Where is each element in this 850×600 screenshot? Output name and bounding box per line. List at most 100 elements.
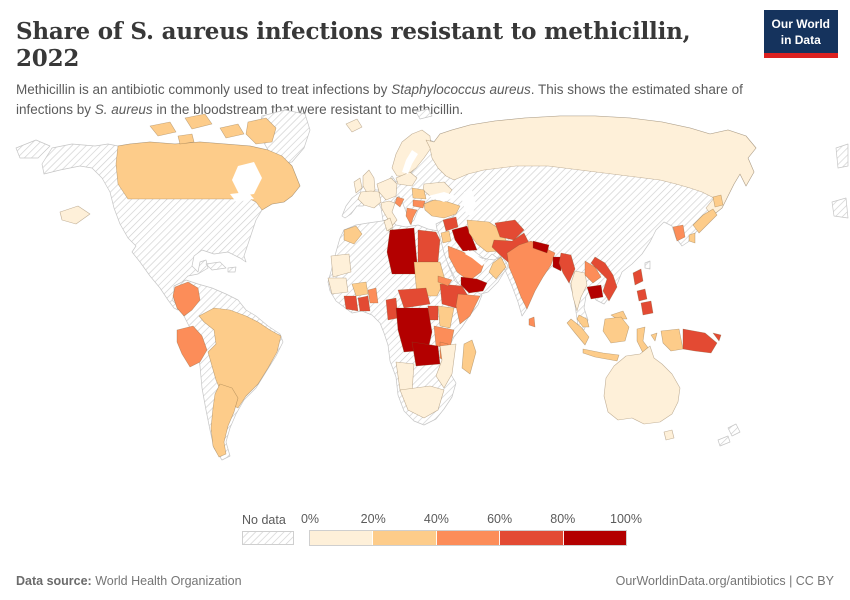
country-canada-baffin[interactable]: [245, 117, 277, 145]
country-canada-island-1[interactable]: [149, 121, 177, 137]
country-yemen[interactable]: [460, 276, 488, 294]
country-cambodia[interactable]: [586, 284, 604, 300]
country-peru[interactable]: [176, 325, 208, 368]
country-libya[interactable]: [386, 227, 419, 275]
country-bangladesh[interactable]: [552, 256, 562, 272]
country-iceland[interactable]: [345, 118, 363, 133]
country-russia-wrap-west[interactable]: [59, 205, 91, 225]
country-south-africa[interactable]: [399, 385, 445, 419]
country-sri-lanka[interactable]: [528, 316, 536, 328]
country-laos[interactable]: [584, 260, 602, 284]
legend-no-data-label: No data: [242, 513, 286, 527]
country-papua-new-guinea[interactable]: [682, 328, 718, 354]
country-india[interactable]: [506, 240, 556, 310]
country-syria[interactable]: [442, 216, 459, 232]
country-australia[interactable]: [603, 345, 681, 425]
country-somalia[interactable]: [455, 293, 481, 325]
country-new-zealand-north[interactable]: [727, 423, 741, 437]
country-russia[interactable]: [425, 115, 757, 217]
footer-license[interactable]: OurWorldinData.org/antibiotics | CC BY: [615, 574, 834, 588]
country-mozambique[interactable]: [435, 343, 457, 389]
legend-bar-wrap: 0% 20% 40% 60% 80% 100%: [301, 512, 642, 546]
country-romania[interactable]: [411, 187, 427, 200]
country-burkina-faso[interactable]: [351, 281, 369, 297]
great-lakes: [230, 192, 254, 202]
country-oman[interactable]: [488, 256, 507, 280]
map-legend: No data 0% 20% 40% 60% 80% 100%: [242, 512, 642, 546]
country-colombia[interactable]: [172, 281, 201, 317]
country-united-kingdom[interactable]: [362, 169, 376, 197]
country-philippines-luzon[interactable]: [632, 268, 644, 286]
data-source-value: World Health Organization: [91, 574, 242, 588]
country-france[interactable]: [357, 190, 382, 209]
legend-segment-80-100%[interactable]: [563, 531, 627, 545]
country-morocco[interactable]: [343, 225, 363, 245]
country-eritrea[interactable]: [437, 275, 453, 287]
country-canada-island-2[interactable]: [184, 113, 213, 130]
country-malaysia[interactable]: [576, 314, 590, 328]
legend-segment-0-20%[interactable]: [310, 531, 374, 545]
country-cuba[interactable]: [205, 261, 227, 271]
country-bulgaria[interactable]: [412, 199, 426, 209]
owid-logo[interactable]: Our World in Data: [763, 10, 838, 59]
country-japan-hokkaido[interactable]: [712, 194, 724, 208]
country-central-african-republic[interactable]: [397, 287, 431, 309]
country-saudi-arabia[interactable]: [447, 245, 486, 282]
country-png-new-britain[interactable]: [712, 332, 722, 342]
country-indonesia-java[interactable]: [582, 348, 620, 362]
country-malaysia-borneo[interactable]: [610, 310, 628, 320]
country-mauritania[interactable]: [330, 253, 352, 278]
country-new-zealand-south[interactable]: [717, 435, 731, 447]
country-italy[interactable]: [380, 200, 398, 227]
country-japan-kyushu[interactable]: [688, 232, 696, 244]
country-madagascar[interactable]: [461, 339, 477, 375]
country-south-korea[interactable]: [672, 224, 686, 242]
country-canada-island-5[interactable]: [177, 133, 195, 145]
country-hispaniola[interactable]: [227, 266, 237, 273]
legend-segment-20-40%[interactable]: [373, 531, 437, 545]
legend-tick-60%: 60%: [487, 512, 513, 526]
country-turkey[interactable]: [423, 199, 461, 219]
country-canada-island-3[interactable]: [219, 123, 245, 139]
wrap-fragment-chukotka[interactable]: [15, 139, 51, 159]
wrap-fragment-right-1[interactable]: [835, 143, 849, 169]
country-indonesia-maluku[interactable]: [650, 332, 658, 342]
country-brazil[interactable]: [198, 307, 282, 409]
country-iraq[interactable]: [451, 225, 478, 252]
country-egypt[interactable]: [417, 229, 441, 263]
country-ghana[interactable]: [357, 295, 371, 312]
country-kenya[interactable]: [437, 305, 455, 329]
legend-no-data-block[interactable]: No data: [242, 513, 294, 545]
svalbard-islands[interactable]: [415, 108, 433, 120]
legend-segment-60-80%[interactable]: [500, 531, 564, 545]
country-philippines-visayas[interactable]: [636, 288, 648, 302]
country-croatia[interactable]: [394, 196, 405, 208]
country-vietnam[interactable]: [590, 256, 618, 302]
country-greece[interactable]: [405, 207, 418, 226]
country-tunisia[interactable]: [383, 217, 394, 232]
country-cote-divoire[interactable]: [343, 295, 359, 312]
country-germany-central-europe[interactable]: [376, 177, 398, 201]
legend-segment-40-60%[interactable]: [436, 531, 501, 545]
country-zambia[interactable]: [411, 341, 441, 367]
country-senegal-guinea[interactable]: [327, 277, 349, 295]
country-indonesia-borneo[interactable]: [602, 316, 630, 344]
country-nepal[interactable]: [532, 240, 550, 254]
country-myanmar[interactable]: [558, 252, 576, 284]
legend-ticks: 0% 20% 40% 60% 80% 100%: [301, 512, 642, 528]
country-indonesia-sumatra[interactable]: [566, 318, 590, 346]
country-argentina[interactable]: [210, 383, 239, 458]
country-jordan[interactable]: [440, 230, 452, 244]
country-benin-togo[interactable]: [367, 287, 379, 304]
country-afghanistan[interactable]: [494, 219, 525, 241]
country-indonesia-west-papua[interactable]: [660, 328, 684, 352]
country-ireland[interactable]: [353, 177, 363, 194]
country-philippines-mindanao[interactable]: [640, 300, 654, 316]
country-taiwan[interactable]: [644, 260, 651, 270]
legend-tick-40%: 40%: [423, 512, 449, 526]
country-japan-honshu[interactable]: [692, 208, 718, 234]
wrap-fragment-right-2[interactable]: [831, 197, 849, 219]
country-australia-tasmania[interactable]: [663, 429, 675, 441]
legend-no-data-swatch[interactable]: [242, 531, 294, 545]
